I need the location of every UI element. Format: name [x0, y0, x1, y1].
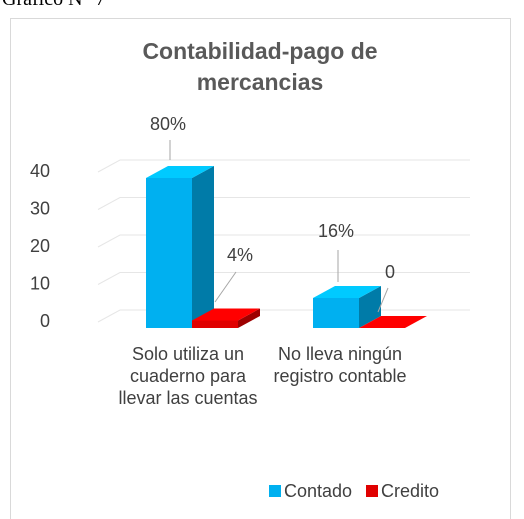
- bar-front: [192, 320, 238, 328]
- bar-top: [146, 166, 214, 178]
- chart-border: [10, 18, 511, 519]
- caption: Gráfico N° 7: [2, 0, 106, 11]
- y-tick-label: 0: [40, 311, 50, 331]
- legend-swatch: [269, 485, 281, 497]
- grid-line: [97, 159, 470, 173]
- y-tick-label: 10: [30, 273, 50, 293]
- grid-line: [97, 272, 470, 285]
- legend-swatch: [366, 485, 378, 497]
- y-tick-label: 40: [30, 161, 50, 181]
- data-label: 0: [385, 262, 395, 282]
- leader-line: [214, 271, 237, 303]
- legend-label: Contado: [284, 481, 352, 501]
- legend-label: Credito: [381, 481, 439, 501]
- leader-line: [377, 287, 389, 313]
- bar-side: [238, 308, 260, 328]
- bar: [359, 316, 427, 328]
- bar-top: [359, 316, 427, 328]
- bar: [192, 308, 260, 328]
- x-tick-label: No lleva ningún registro contable: [273, 344, 407, 386]
- data-label: 4%: [227, 245, 253, 265]
- bar-front: [146, 178, 192, 328]
- chart-title: Contabilidad-pago de mercancias: [142, 38, 378, 95]
- bar-side: [192, 166, 214, 328]
- data-label: 16%: [318, 221, 354, 241]
- bar-front: [313, 298, 359, 328]
- y-tick-label: 30: [30, 198, 50, 218]
- grid-line: [97, 197, 470, 210]
- bar-top: [313, 286, 381, 298]
- bar: [146, 166, 214, 328]
- grid-line: [97, 234, 470, 248]
- bar-side: [359, 286, 381, 328]
- bar: [313, 286, 381, 328]
- data-label: 80%: [150, 114, 186, 134]
- bar-top: [192, 308, 260, 321]
- x-tick-label: Solo utiliza un cuaderno para llevar las…: [118, 344, 258, 408]
- y-tick-label: 20: [30, 236, 50, 256]
